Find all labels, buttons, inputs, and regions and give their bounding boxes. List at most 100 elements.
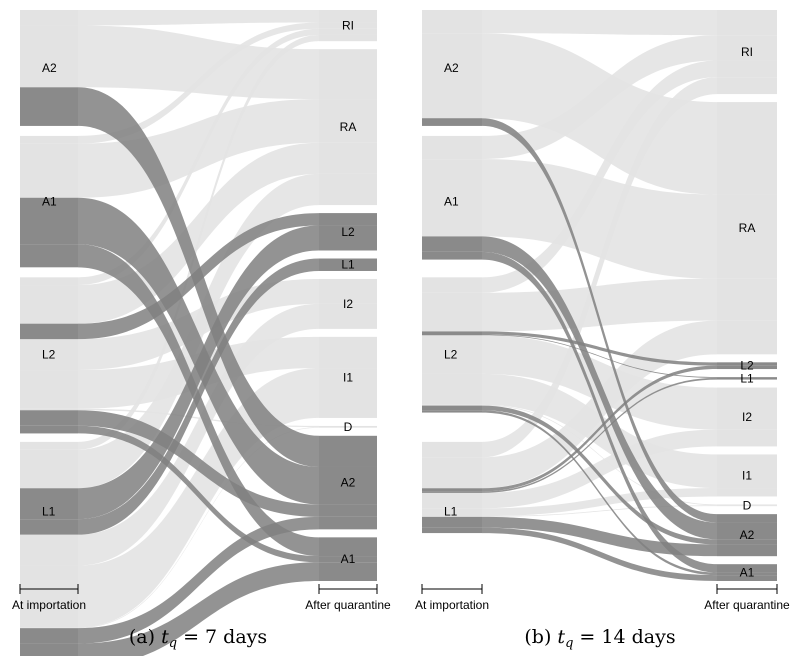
flow-l2-to-ri	[78, 28, 319, 286]
node-segment-right-a2	[717, 544, 777, 557]
flow-l1-to-d	[482, 505, 717, 517]
node-segment-right-ra	[717, 278, 777, 321]
right-node-label-a1: A1	[740, 566, 755, 580]
node-segment-left-l1	[20, 488, 78, 520]
node-segment-right-a2	[717, 522, 777, 540]
node-segment-left-l2	[20, 410, 78, 426]
right-node-label-l2: L2	[740, 359, 754, 373]
node-segment-left-l2	[422, 373, 482, 405]
right-node-label-i2: I2	[343, 297, 353, 311]
flow-l2-to-d	[78, 408, 319, 428]
caption: (b) tq = 14 days	[524, 626, 675, 651]
node-segment-right-l2	[717, 362, 777, 366]
node-segment-right-a2	[319, 516, 377, 530]
node-segment-left-a1	[20, 244, 78, 268]
flow-a2-to-a2	[482, 118, 717, 523]
node-segment-left-l1	[20, 643, 78, 656]
flow-l2-to-a2	[78, 410, 319, 517]
node-segment-left-l1	[422, 488, 482, 492]
right-node-label-a1: A1	[341, 552, 356, 566]
right-node-label-l1: L1	[341, 258, 355, 272]
flow-a1-to-a2	[78, 197, 319, 505]
node-segment-right-d	[717, 504, 777, 506]
node-segment-left-l1	[20, 519, 78, 535]
left-node-label-a2: A2	[444, 61, 459, 75]
node-segment-left-a1	[20, 143, 78, 198]
node-segment-left-l2	[20, 323, 78, 340]
node-segment-left-l2	[422, 410, 482, 413]
node-segment-right-l2	[717, 365, 777, 370]
node-segment-left-l2	[422, 277, 482, 293]
node-labels: A2 A1 L2 L1 RI RA L2 L1 I2 I1 D A2 A1	[42, 19, 356, 567]
flow-a2-to-ra	[78, 25, 319, 100]
flow-l1-to-ra	[482, 320, 717, 489]
node-segment-right-ri	[717, 77, 777, 95]
flow-a1-to-ra	[78, 99, 319, 198]
flow-a2-to-ri	[482, 10, 717, 36]
node-segment-left-l1	[422, 491, 482, 493]
flow-l1-to-ra	[78, 173, 319, 489]
node-segment-right-ri	[319, 22, 377, 29]
node-segment-right-i2	[717, 387, 777, 430]
flow-l2-to-l1	[482, 334, 717, 378]
flow-a1-to-ra	[482, 159, 717, 279]
node-segment-left-l2	[20, 408, 78, 411]
node-segment-right-ri	[319, 34, 377, 42]
node-segment-left-l1	[422, 516, 482, 528]
node-segment-right-ri	[717, 35, 777, 61]
flow-l1-to-l2	[482, 365, 717, 492]
node-segment-right-d	[319, 427, 377, 428]
node-segment-left-l1	[20, 627, 78, 629]
right-node-label-d: D	[344, 420, 353, 434]
node-segment-left-a1	[20, 197, 78, 245]
left-node-label-a2: A2	[42, 61, 57, 75]
node-segment-left-l2	[422, 292, 482, 332]
node-segment-left-l1	[20, 449, 78, 489]
right-node-label-a2: A2	[740, 528, 755, 542]
flows	[78, 10, 319, 656]
x-axis: At importation After quarantine	[415, 584, 790, 612]
node-segment-left-l1	[20, 565, 78, 628]
node-segment-left-l1	[422, 492, 482, 509]
node-segment-right-ri	[319, 10, 377, 23]
flow-l1-to-l1	[78, 258, 319, 535]
node-segment-left-l2	[20, 277, 78, 286]
left-node-label-l1: L1	[444, 504, 458, 518]
x-tick-label-after-quarantine: After quarantine	[305, 598, 391, 612]
node-segment-left-l1	[422, 516, 482, 517]
flow-l2-to-l2	[482, 331, 717, 366]
flow-a1-to-ri	[78, 22, 319, 144]
nodes	[422, 10, 777, 581]
flow-l2-to-a2	[482, 405, 717, 545]
node-segment-right-a2	[319, 504, 377, 517]
right-node-label-a2: A2	[341, 476, 356, 490]
node-segment-left-a1	[422, 135, 482, 160]
node-segment-right-l2	[319, 225, 377, 251]
flow-l1-to-a1	[482, 527, 717, 581]
flow-a2-to-ri	[78, 10, 319, 26]
node-segment-right-i1	[717, 454, 777, 489]
node-segment-left-a2	[20, 87, 78, 126]
right-node-label-i1: I1	[343, 370, 353, 384]
flow-l2-to-ri	[482, 60, 717, 293]
node-segment-left-l1	[20, 534, 78, 566]
node-segment-right-ra	[717, 320, 777, 355]
node-segment-left-a1	[20, 135, 78, 144]
x-tick-label-at-importation: At importation	[12, 598, 86, 612]
node-segment-right-l2	[319, 213, 377, 226]
node-segment-left-a1	[422, 159, 482, 237]
node-segment-left-l2	[20, 339, 78, 371]
node-segment-left-l1	[422, 457, 482, 489]
flow-l1-to-a2	[482, 516, 717, 557]
node-segment-right-d	[717, 505, 777, 507]
node-segment-right-l1	[319, 258, 377, 271]
node-segment-right-a2	[717, 539, 777, 545]
node-segment-right-a1	[717, 572, 777, 576]
node-segment-left-a2	[422, 10, 482, 34]
node-segment-left-l1	[422, 441, 482, 458]
flow-l1-to-ri	[482, 77, 717, 458]
node-segment-right-i2	[717, 429, 777, 447]
flow-l1-to-l2	[78, 225, 319, 520]
node-segment-left-l1	[20, 628, 78, 644]
